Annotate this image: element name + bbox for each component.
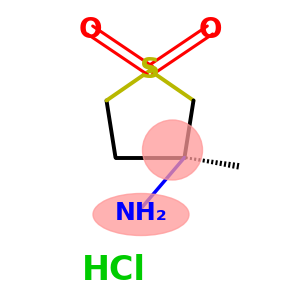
Text: NH₂: NH₂ [115,201,167,225]
Text: O: O [78,16,102,44]
Circle shape [142,120,203,180]
Ellipse shape [93,194,189,236]
Text: S: S [140,56,160,85]
Text: HCl: HCl [82,254,146,286]
Text: O: O [198,16,222,44]
